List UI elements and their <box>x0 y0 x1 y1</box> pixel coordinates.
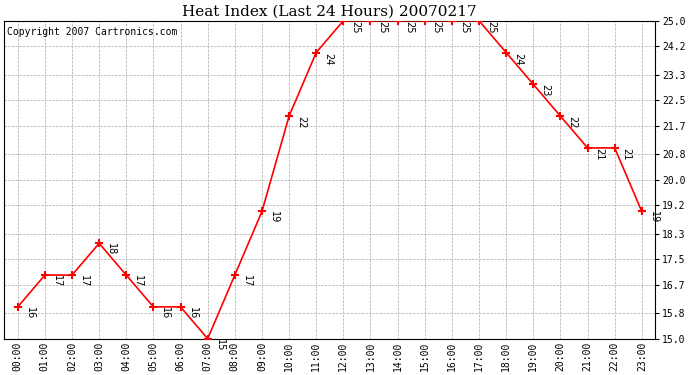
Text: 23: 23 <box>540 84 550 97</box>
Text: 25: 25 <box>432 21 442 33</box>
Text: 17: 17 <box>241 275 252 288</box>
Text: Copyright 2007 Cartronics.com: Copyright 2007 Cartronics.com <box>8 27 178 37</box>
Text: 24: 24 <box>513 53 523 65</box>
Text: 25: 25 <box>377 21 387 33</box>
Text: 19: 19 <box>269 211 279 224</box>
Text: 16: 16 <box>25 307 34 319</box>
Text: 16: 16 <box>160 307 170 319</box>
Text: 17: 17 <box>133 275 144 288</box>
Text: 17: 17 <box>79 275 89 288</box>
Text: 16: 16 <box>188 307 197 319</box>
Text: 15: 15 <box>215 339 225 351</box>
Text: 21: 21 <box>622 148 631 160</box>
Title: Heat Index (Last 24 Hours) 20070217: Heat Index (Last 24 Hours) 20070217 <box>182 4 477 18</box>
Text: 21: 21 <box>595 148 604 160</box>
Text: 24: 24 <box>323 53 333 65</box>
Text: 25: 25 <box>486 21 496 33</box>
Text: 25: 25 <box>351 21 360 33</box>
Text: 18: 18 <box>106 243 116 255</box>
Text: 22: 22 <box>296 116 306 129</box>
Text: 17: 17 <box>52 275 62 288</box>
Text: 25: 25 <box>459 21 469 33</box>
Text: 19: 19 <box>649 211 659 224</box>
Text: 25: 25 <box>404 21 415 33</box>
Text: 22: 22 <box>567 116 578 129</box>
